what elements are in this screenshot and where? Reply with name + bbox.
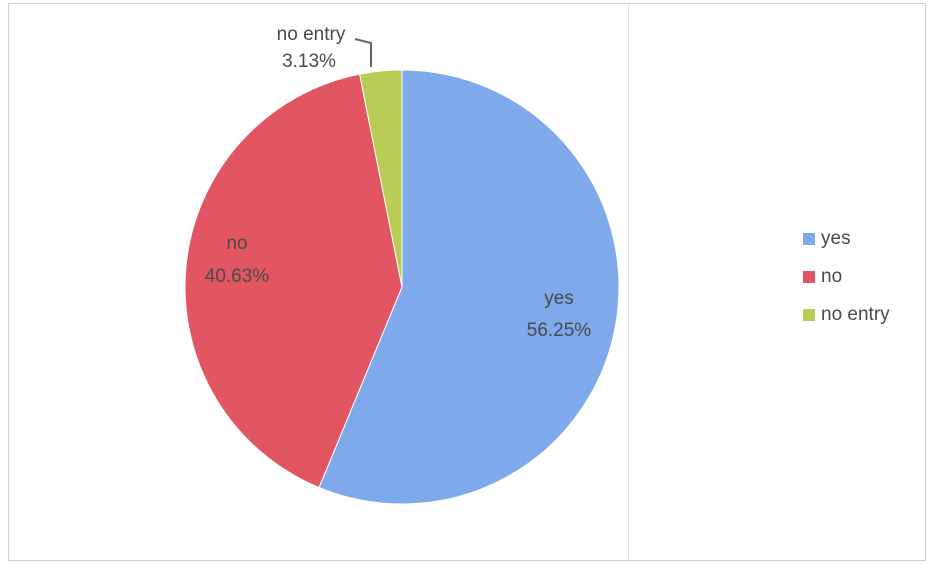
- legend-item-no: no: [803, 265, 890, 289]
- legend-swatch-yes: [803, 233, 815, 245]
- leader-line-no-entry: [354, 38, 372, 67]
- chart-divider: [628, 3, 629, 561]
- slice-label-yes-name: yes: [544, 288, 574, 309]
- legend-item-no-entry: no entry: [803, 303, 890, 327]
- legend-item-yes: yes: [803, 227, 890, 251]
- slice-label-yes-value: 56.25%: [527, 320, 592, 341]
- slice-label-no-entry-value: 3.13%: [282, 51, 336, 72]
- legend: yes no no entry: [803, 227, 890, 341]
- legend-swatch-no-entry: [803, 309, 815, 321]
- legend-label-no-entry: no entry: [821, 304, 890, 325]
- legend-label-no: no: [821, 266, 843, 287]
- legend-label-yes: yes: [821, 228, 851, 249]
- slice-label-no-entry-name: no entry: [277, 24, 346, 45]
- legend-swatch-no: [803, 271, 815, 283]
- pie-slice-no-entry: [359, 69, 403, 288]
- pie-slice-no: [184, 73, 403, 489]
- pie-slice-yes: [318, 69, 620, 505]
- slice-label-no-name: no: [226, 233, 247, 254]
- slice-label-no-value: 40.63%: [205, 266, 270, 287]
